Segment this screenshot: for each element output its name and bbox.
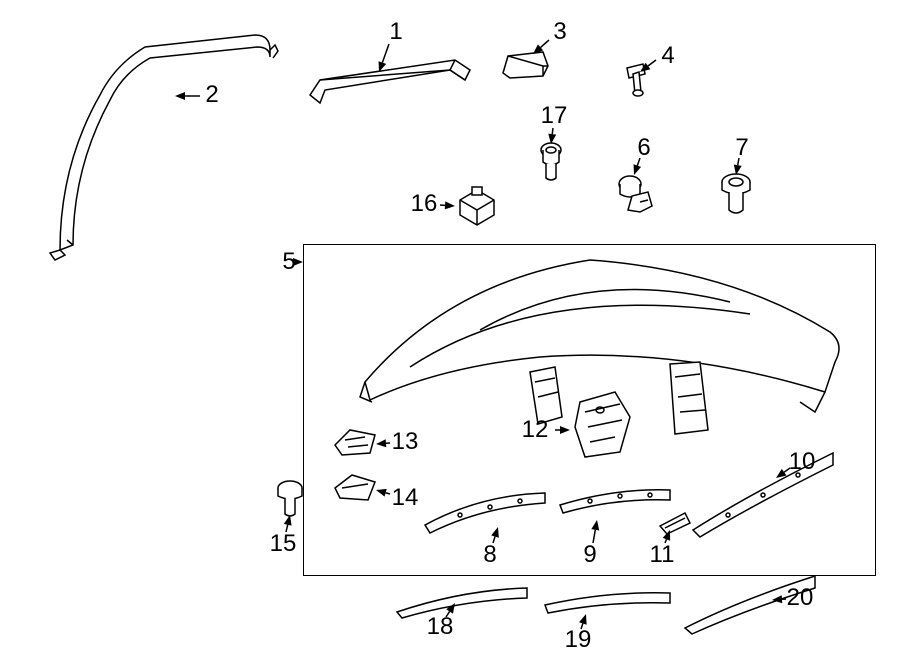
callout-arrows	[0, 0, 900, 661]
callout-label-12: 12	[522, 416, 549, 444]
callout-label-3: 3	[553, 18, 566, 46]
diagram-stage: 1234567891011121314151617181920	[0, 0, 900, 661]
callout-label-15: 15	[270, 530, 297, 558]
callout-label-13: 13	[392, 428, 419, 456]
callout-label-6: 6	[637, 134, 650, 162]
callout-label-20: 20	[787, 584, 814, 612]
callout-label-5: 5	[282, 248, 295, 276]
callout-label-19: 19	[565, 626, 592, 654]
callout-label-8: 8	[483, 541, 496, 569]
callout-label-11: 11	[650, 541, 675, 569]
callout-label-2: 2	[205, 81, 218, 109]
callout-label-18: 18	[427, 613, 454, 641]
callout-label-14: 14	[392, 484, 419, 512]
callout-label-10: 10	[789, 448, 816, 476]
callout-label-7: 7	[735, 134, 748, 162]
callout-label-1: 1	[389, 18, 402, 46]
callout-label-16: 16	[411, 190, 438, 218]
callout-label-4: 4	[661, 42, 674, 70]
callout-label-17: 17	[541, 102, 568, 130]
callout-label-9: 9	[583, 541, 596, 569]
